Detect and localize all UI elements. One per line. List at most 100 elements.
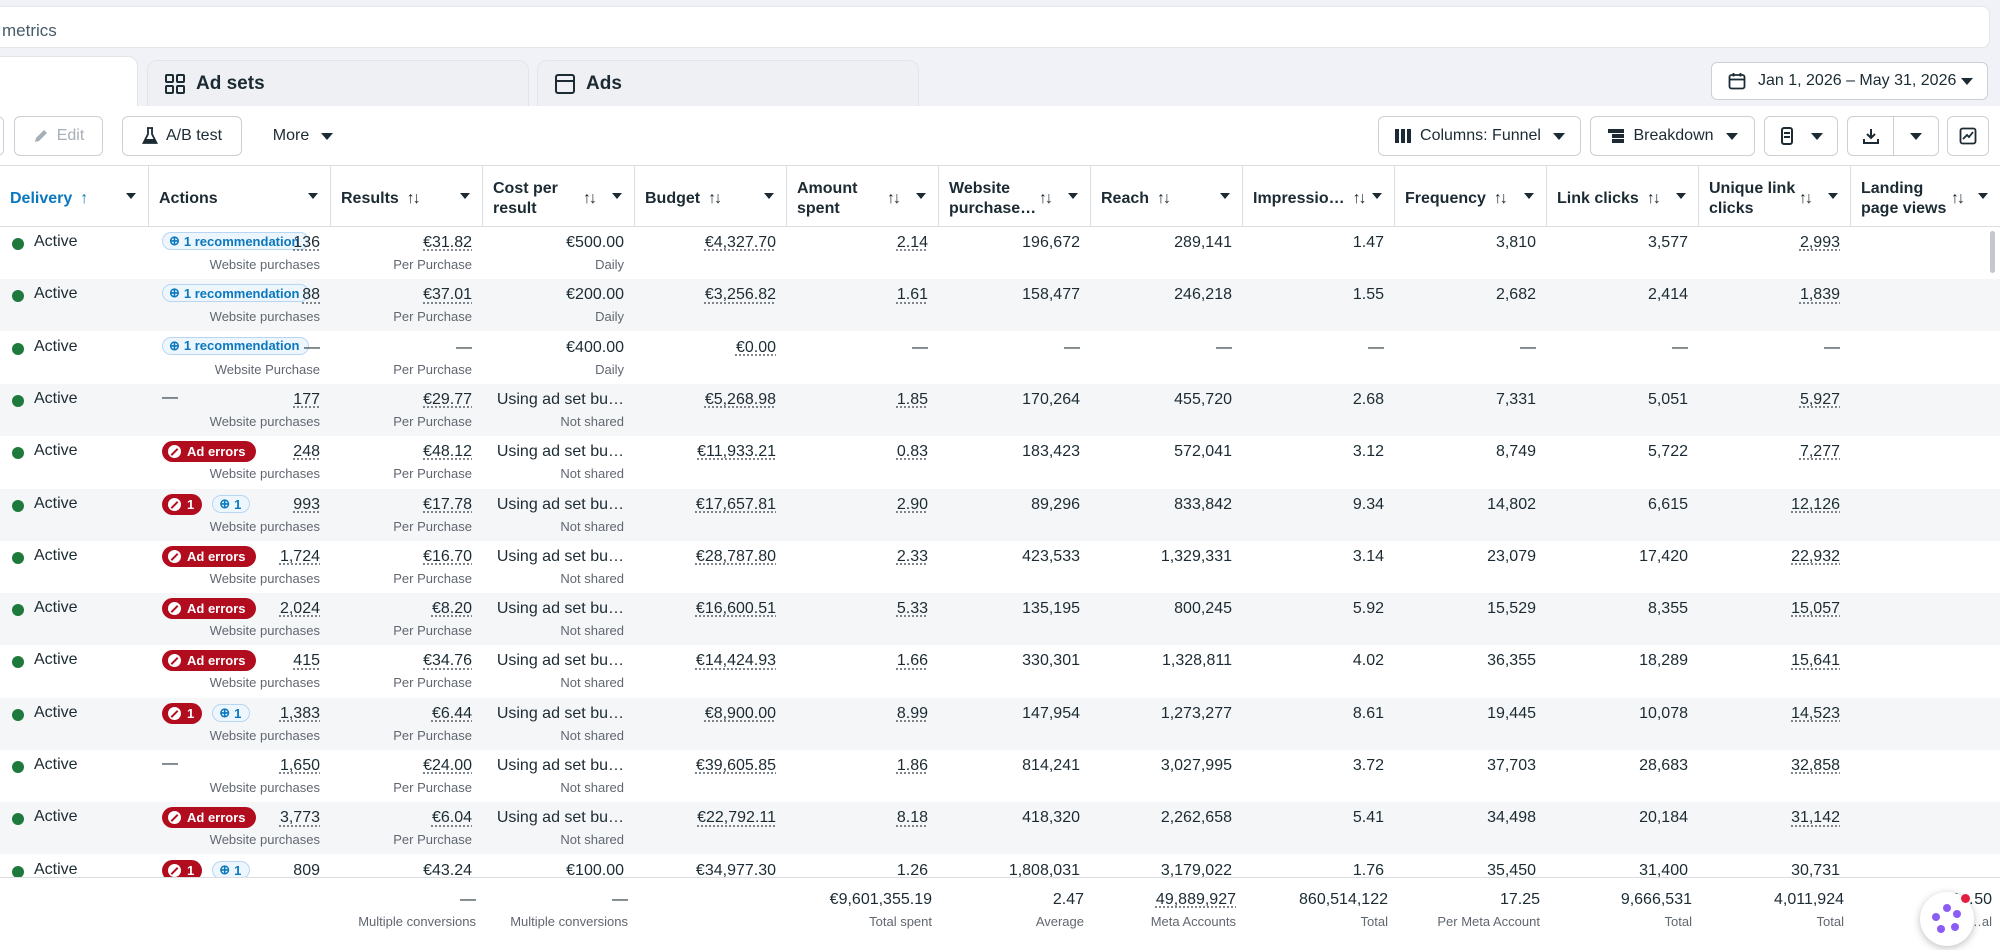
actions-cell: 1 ⊕ 1 [162, 702, 251, 724]
cell-lpv: 7,277 [1799, 443, 1840, 461]
help-assistant-button[interactable] [1920, 892, 1974, 946]
cell-freq: 8.61 [1352, 704, 1384, 722]
error-icon [168, 863, 181, 877]
table-row[interactable]: Active 1 ⊕ 1 1,383 Website purchases €6.44 Per … [0, 697, 2000, 750]
column-header-results[interactable]: Results ↑↓ [331, 166, 483, 226]
error-count-badge[interactable]: 1 [162, 702, 203, 724]
table-row[interactable]: Active ⊕ 1 recommendation — Website Purchase… [0, 332, 2000, 384]
tab-ad-sets[interactable]: Ad sets [147, 60, 529, 106]
ad-errors-badge[interactable]: Ad errors [162, 545, 256, 567]
table-row[interactable]: Active 1 ⊕ 1 809 €43.24 €100.00 €34,977.30 1.26 1… [0, 855, 2000, 877]
cell-lpv: — [1824, 338, 1840, 356]
recommendation-count-badge[interactable]: ⊕ 1 [212, 704, 251, 723]
column-header-landing-page-views[interactable]: Landing page views ↑↓ [1851, 166, 2000, 226]
more-button[interactable]: More [258, 116, 348, 156]
ad-errors-badge[interactable]: Ad errors [162, 598, 256, 620]
ad-icon [555, 73, 575, 94]
chevron-down-icon[interactable] [764, 193, 774, 199]
cell-freq: 1.76 [1352, 861, 1384, 877]
tab-campaigns[interactable] [0, 56, 138, 108]
total-frequency: 17.25 Per Meta Account [1437, 891, 1540, 929]
date-range-picker[interactable]: Jan 1, 2026 – May 31, 2026 [1711, 62, 1988, 100]
cell-wp: 5.33 [896, 600, 928, 618]
column-header-reach[interactable]: Reach ↑↓ [1091, 166, 1243, 226]
search-input[interactable]: metrics [0, 6, 1990, 48]
cell-lpv: 15,641 [1791, 652, 1840, 670]
tab-ads[interactable]: Ads [537, 60, 919, 106]
ad-errors-badge[interactable]: Ad errors [162, 807, 256, 829]
chevron-down-icon[interactable] [1676, 193, 1686, 199]
columns-button[interactable]: Columns: Funnel [1378, 116, 1581, 156]
vertical-scrollbar[interactable] [1990, 231, 1995, 273]
recommendation-count-badge[interactable]: ⊕ 1 [212, 861, 251, 877]
column-header-actions[interactable]: Actions [149, 166, 331, 226]
column-header-frequency[interactable]: Frequency ↑↓ [1395, 166, 1547, 226]
chevron-down-icon[interactable] [1978, 193, 1988, 199]
no-actions: — [162, 388, 178, 406]
column-header-cost-per-result[interactable]: Cost per result ↑↓ [483, 166, 635, 226]
column-header-unique-link-clicks[interactable]: Unique link clicks ↑↓ [1699, 166, 1851, 226]
edit-button[interactable]: Edit [14, 116, 103, 156]
error-count-badge[interactable]: 1 [162, 493, 203, 515]
chevron-down-icon[interactable] [126, 193, 136, 199]
recommendation-badge[interactable]: ⊕ 1 recommendation [162, 336, 309, 355]
chevron-down-icon[interactable] [460, 193, 470, 199]
chevron-down-icon[interactable] [1220, 193, 1230, 199]
active-status-dot [12, 865, 24, 877]
error-count-badge[interactable]: 1 [162, 859, 203, 877]
chevron-down-icon[interactable] [916, 193, 926, 199]
actions-cell: — [162, 389, 178, 407]
cell-freq: 3.12 [1352, 443, 1384, 461]
table-row[interactable]: Active 1 ⊕ 1 993 Website purchases €17.78 Per P… [0, 488, 2000, 541]
breakdown-button[interactable]: Breakdown [1590, 116, 1755, 156]
table-row[interactable]: Active Ad errors 1,724 Website purchases €16… [0, 541, 2000, 593]
table-row[interactable]: Active — 177 Website purchases €29.77 Per Pur… [0, 383, 2000, 436]
toolbar-left-edge[interactable] [0, 116, 4, 156]
table-row[interactable]: Active Ad errors 2,024 Website purchases €8.… [0, 593, 2000, 646]
table-row[interactable]: Active ⊕ 1 recommendation 88 Website purchas… [0, 279, 2000, 332]
table-row[interactable]: Active Ad errors 3,773 Website purchases €6.… [0, 802, 2000, 855]
chevron-down-icon[interactable] [308, 193, 318, 199]
chevron-down-icon[interactable] [1068, 193, 1078, 199]
export-button[interactable] [1847, 116, 1939, 156]
cell-results: 1,724 Website purchases [209, 547, 320, 586]
column-header-website-purchase[interactable]: Website purchase… ↑↓ [939, 166, 1091, 226]
cell-freq: 9.34 [1352, 495, 1384, 513]
column-header-link-clicks[interactable]: Link clicks ↑↓ [1547, 166, 1699, 226]
cell-wp: 8.18 [896, 809, 928, 827]
table-row[interactable]: Active ⊕ 1 recommendation 136 Website purcha… [0, 227, 2000, 279]
recommendation-icon: ⊕ [219, 705, 231, 721]
ad-errors-badge[interactable]: Ad errors [162, 441, 256, 463]
chart-icon [1959, 127, 1977, 145]
column-header-delivery[interactable]: Delivery ↑ [0, 166, 149, 226]
actions-cell: — [162, 755, 178, 773]
column-header-impressions[interactable]: Impressio… ↑↓ [1243, 166, 1395, 226]
chevron-down-icon[interactable] [1524, 193, 1534, 199]
cell-impr: 572,041 [1174, 443, 1232, 461]
chevron-down-icon[interactable] [1372, 193, 1382, 199]
error-icon [168, 654, 181, 668]
recommendation-icon: ⊕ [169, 337, 180, 353]
column-header-budget[interactable]: Budget ↑↓ [635, 166, 787, 226]
delivery-status: Active [34, 703, 78, 721]
table-row[interactable]: Active Ad errors 415 Website purchases €34.7… [0, 645, 2000, 697]
table-row[interactable]: Active Ad errors 248 Website purchases €48.1… [0, 436, 2000, 488]
chevron-down-icon[interactable] [1828, 193, 1838, 199]
chevron-down-icon[interactable] [612, 193, 622, 199]
error-icon [168, 811, 181, 825]
cell-spent: €17,657.81 [695, 495, 776, 513]
cell-uclicks: 3,577 [1647, 234, 1688, 251]
ad-errors-badge[interactable]: Ad errors [162, 650, 256, 672]
cell-clicks: 35,450 [1487, 861, 1536, 877]
total-cost-per-result: — Multiple conversions [510, 891, 628, 929]
table-row[interactable]: Active — 1,650 Website purchases €24.00 Per P… [0, 750, 2000, 802]
ab-test-button[interactable]: A/B test [122, 116, 242, 156]
recommendation-badge[interactable]: ⊕ 1 recommendation [162, 284, 309, 303]
no-actions: — [162, 755, 178, 772]
active-status-dot [12, 447, 24, 460]
column-header-amount-spent[interactable]: Amount spent ↑↓ [787, 166, 939, 226]
reports-button[interactable] [1764, 116, 1838, 156]
chart-toggle-button[interactable] [1947, 116, 1989, 156]
recommendation-badge[interactable]: ⊕ 1 recommendation [162, 232, 309, 250]
recommendation-count-badge[interactable]: ⊕ 1 [212, 495, 251, 513]
